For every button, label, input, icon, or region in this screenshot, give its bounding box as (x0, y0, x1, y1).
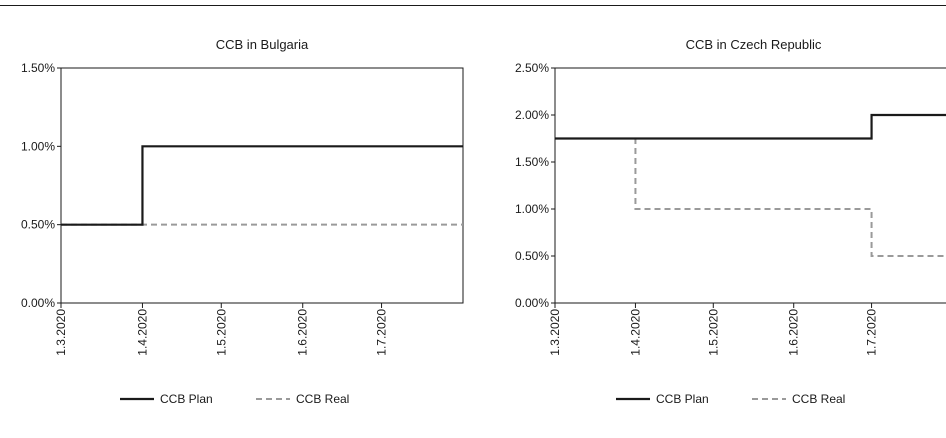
y-tick-label: 0.50% (21, 218, 55, 232)
chart-title: CCB in Bulgaria (216, 37, 309, 52)
legend-label: CCB Plan (160, 392, 213, 406)
y-tick-label: 1.00% (21, 139, 55, 153)
y-tick-label: 0.50% (515, 249, 549, 263)
plot-frame (60, 67, 464, 304)
series-line-ccb-plan (555, 113, 946, 140)
x-tick-label: 1.4.2020 (135, 309, 149, 356)
y-tick-label: 2.50% (515, 61, 549, 75)
x-tick-label: 1.5.2020 (214, 309, 228, 356)
x-tick-label: 1.6.2020 (787, 309, 801, 356)
x-tick-label: 1.7.2020 (865, 309, 879, 356)
x-tick-label: 1.7.2020 (375, 309, 389, 356)
y-tick-label: 0.00% (21, 296, 55, 310)
legend-label: CCB Real (296, 392, 349, 406)
chart-panel-2: CCB in Czech Republic 0.00% 0.50% 1.00% 1.50… (515, 37, 946, 406)
series-line-ccb-plan (61, 145, 463, 226)
y-tick-label: 0.00% (515, 296, 549, 310)
plot-frame (554, 67, 946, 304)
legend-label: CCB Plan (656, 392, 709, 406)
chart-title: CCB in Czech Republic (686, 37, 822, 52)
y-tick-label: 1.50% (515, 155, 549, 169)
x-tick-label: 1.3.2020 (54, 309, 68, 356)
y-tick-label: 1.00% (515, 202, 549, 216)
y-tick-label: 1.50% (21, 61, 55, 75)
x-tick-label: 1.3.2020 (548, 309, 562, 356)
series-line-ccb-real (555, 137, 946, 257)
chart-panel-1: CCB in Bulgaria 0.00% 0.50% 1.00% 1.50% 1.3.2… (21, 37, 464, 406)
x-tick-label: 1.4.2020 (628, 309, 642, 356)
x-tick-label: 1.6.2020 (296, 309, 310, 356)
x-tick-label: 1.5.2020 (706, 309, 720, 356)
legend-label: CCB Real (792, 392, 845, 406)
y-tick-label: 2.00% (515, 108, 549, 122)
